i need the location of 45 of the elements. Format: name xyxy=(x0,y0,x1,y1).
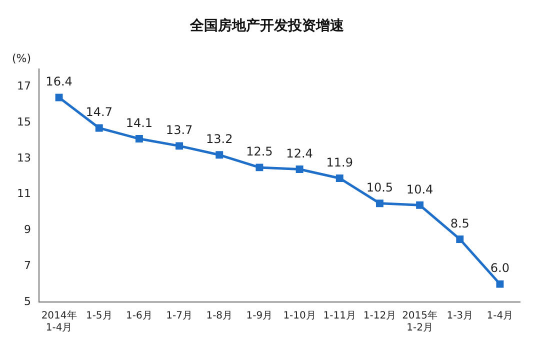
data-label: 14.7 xyxy=(86,105,112,120)
data-label: 13.7 xyxy=(166,123,193,138)
data-label: 8.5 xyxy=(450,216,470,230)
y-tick-label: 5 xyxy=(24,294,31,308)
y-tick-label: 15 xyxy=(16,115,31,128)
point xyxy=(496,280,504,288)
x-tick-label: 1-3月 xyxy=(446,310,474,322)
x-tick-label: 2014年 1-4月 xyxy=(41,310,77,334)
y-tick-label: 13 xyxy=(16,151,31,164)
data-label: 10.4 xyxy=(406,182,434,196)
data-label: 13.2 xyxy=(206,132,233,146)
x-tick-label: 1-6月 xyxy=(126,310,152,322)
point xyxy=(296,166,304,173)
x-tick-label: 1-10月 xyxy=(283,310,316,322)
x-tick-label: 1-8月 xyxy=(206,310,233,322)
chart-title: 全国房地产开发投资增速 xyxy=(189,17,345,34)
data-label: 12.4 xyxy=(286,146,313,160)
x-tick-label: 1-7月 xyxy=(166,310,192,322)
y-tick-label: 17 xyxy=(16,80,31,93)
x-tick-label: 1-11月 xyxy=(323,310,356,322)
point xyxy=(336,174,344,182)
point xyxy=(456,235,464,243)
data-label: 6.0 xyxy=(490,261,510,276)
x-tick-label: 1-12月 xyxy=(363,310,396,322)
point xyxy=(95,124,103,132)
data-label: 11.9 xyxy=(326,155,353,170)
point xyxy=(376,200,384,208)
point xyxy=(216,151,224,159)
point xyxy=(256,164,264,172)
x-tick-label: 1-4月 xyxy=(486,310,514,322)
point xyxy=(176,142,184,150)
x-tick-label: 1-9月 xyxy=(246,310,273,322)
y-tick-label: 11 xyxy=(16,187,31,200)
point xyxy=(135,135,143,142)
data-label: 10.5 xyxy=(366,180,394,194)
data-label: 16.4 xyxy=(46,74,72,89)
x-tick-label: 2015年 1-2月 xyxy=(402,310,438,334)
x-tick-label: 1-5月 xyxy=(86,310,112,322)
y-axis-title: (%) xyxy=(12,52,32,66)
point xyxy=(416,201,424,209)
data-label: 12.5 xyxy=(246,144,273,159)
data-label: 14.1 xyxy=(126,116,153,130)
y-tick-label: 7 xyxy=(24,258,31,272)
point xyxy=(55,94,63,102)
y-tick-label: 9 xyxy=(24,223,31,236)
